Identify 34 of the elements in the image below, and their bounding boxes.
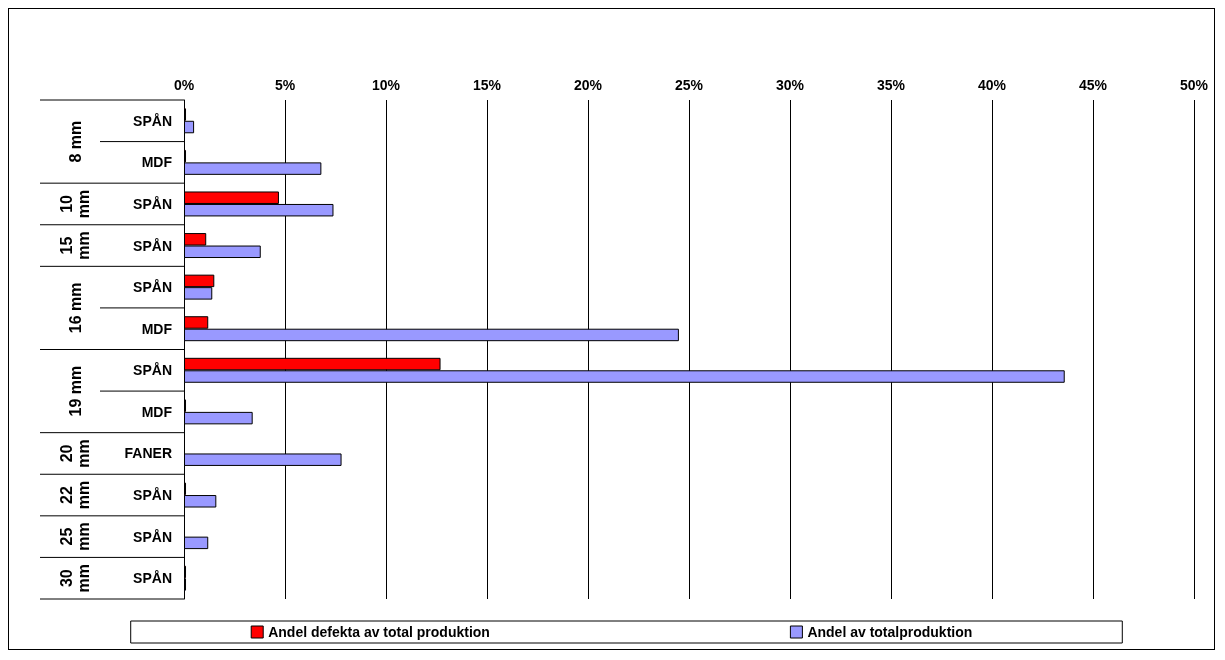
legend-label: Andel defekta av total produktion [268,624,490,640]
text: 30 mm [58,563,92,593]
y-tick-label: MDF [141,403,173,420]
x-tick-label: 50% [1179,77,1209,93]
y-tick-label: MDF [141,154,173,171]
text: 19 mm [66,365,84,417]
x-tick-label: 35% [876,77,906,93]
legend-label: Andel av totalproduktion [807,624,973,640]
y-tick-label: MDF [141,320,173,337]
x-tick-label: 25% [674,77,704,93]
x-tick-label: 40% [977,77,1007,93]
y-tick-label: SPÅN [133,112,172,129]
y-tick-label: SPÅN [133,237,172,254]
text: 15 mm [58,231,92,260]
x-tick-label: 0% [173,77,195,93]
text: 10 mm [58,189,92,219]
text: 8 mm [66,120,84,163]
text: 16 mm [66,282,84,334]
text: 20 mm [58,439,92,468]
y-tick-label: SPÅN [133,570,172,587]
text: 25 mm [58,522,92,551]
x-tick-label: 5% [274,77,296,93]
y-tick-label: SPÅN [133,528,172,545]
x-tick-label: 15% [472,77,502,93]
y-tick-label: SPÅN [133,195,172,212]
y-tick-label: SPÅN [133,279,172,296]
x-tick-label: 45% [1078,77,1108,93]
text: 22 mm [58,480,92,510]
y-tick-label: FANER [124,445,172,462]
x-tick-label: 20% [573,77,603,93]
y-tick-label: SPÅN [133,487,172,504]
x-tick-label: 30% [775,77,805,93]
y-tick-label: SPÅN [133,362,172,379]
x-tick-label: 10% [371,77,401,93]
